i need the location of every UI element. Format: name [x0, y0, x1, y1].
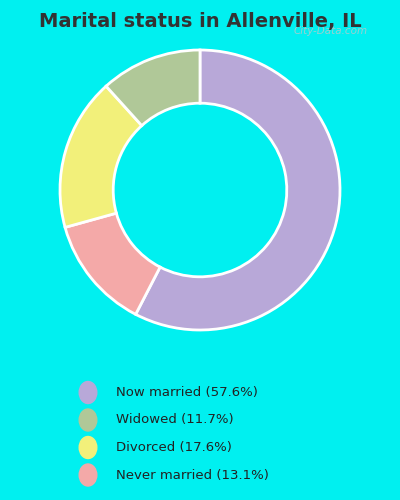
Text: Now married (57.6%): Now married (57.6%) [116, 386, 258, 399]
Wedge shape [106, 50, 200, 126]
Wedge shape [65, 213, 160, 314]
Wedge shape [136, 50, 340, 330]
Text: Marital status in Allenville, IL: Marital status in Allenville, IL [39, 12, 361, 32]
Wedge shape [60, 86, 142, 228]
Text: Never married (13.1%): Never married (13.1%) [116, 468, 269, 481]
Text: Widowed (11.7%): Widowed (11.7%) [116, 414, 234, 426]
Text: City-Data.com: City-Data.com [294, 26, 368, 36]
Text: Divorced (17.6%): Divorced (17.6%) [116, 441, 232, 454]
